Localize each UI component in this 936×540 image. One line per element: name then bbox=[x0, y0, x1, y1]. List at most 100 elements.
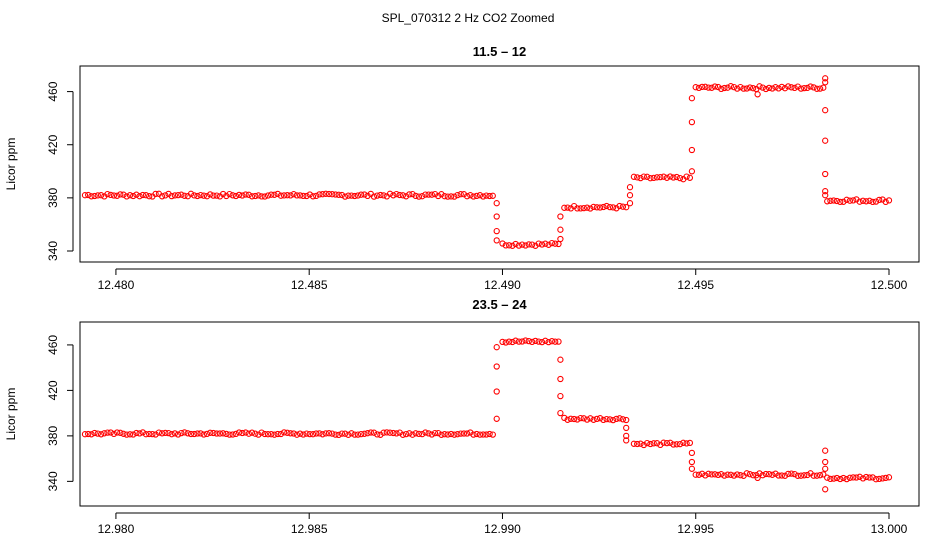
data-point bbox=[142, 192, 150, 199]
data-point bbox=[781, 85, 789, 92]
data-point bbox=[332, 191, 339, 198]
data-point bbox=[502, 339, 509, 346]
data-point bbox=[428, 431, 435, 438]
data-point bbox=[422, 429, 429, 436]
data-point bbox=[470, 431, 477, 438]
data-point bbox=[587, 205, 594, 212]
data-point bbox=[162, 192, 169, 199]
data-point bbox=[778, 472, 785, 479]
data-point bbox=[824, 474, 831, 481]
data-point bbox=[616, 202, 623, 210]
data-point bbox=[688, 168, 696, 175]
data-point bbox=[810, 472, 817, 479]
data-point bbox=[248, 193, 256, 200]
data-point bbox=[226, 190, 233, 198]
data-point bbox=[361, 430, 368, 437]
data-point bbox=[801, 472, 808, 479]
data-point bbox=[120, 191, 127, 198]
data-point bbox=[493, 227, 500, 235]
data-point bbox=[801, 84, 808, 92]
data-point bbox=[827, 197, 834, 204]
data-point bbox=[313, 192, 320, 200]
data-point bbox=[123, 431, 130, 438]
data-point bbox=[822, 486, 829, 493]
data-point bbox=[557, 226, 564, 233]
data-point bbox=[174, 431, 182, 438]
data-point bbox=[816, 85, 824, 92]
data-point bbox=[104, 429, 111, 436]
data-point bbox=[859, 197, 867, 204]
data-point bbox=[191, 192, 198, 199]
data-point bbox=[769, 471, 776, 478]
data-point bbox=[762, 470, 770, 478]
data-point bbox=[303, 192, 310, 200]
data-point bbox=[290, 191, 297, 198]
data-point bbox=[354, 192, 362, 199]
data-point bbox=[822, 137, 829, 144]
data-point bbox=[688, 458, 696, 466]
data-point bbox=[846, 474, 854, 481]
data-point bbox=[152, 431, 159, 438]
data-point bbox=[525, 337, 532, 345]
data-point bbox=[210, 192, 217, 199]
data-point bbox=[548, 239, 556, 247]
data-point bbox=[626, 200, 634, 207]
data-point bbox=[300, 431, 307, 438]
data-points bbox=[81, 75, 893, 249]
data-point bbox=[345, 431, 352, 438]
data-point bbox=[81, 192, 89, 199]
data-point bbox=[313, 430, 320, 437]
data-point bbox=[268, 191, 275, 198]
data-point bbox=[564, 416, 571, 423]
data-point bbox=[280, 429, 288, 436]
data-point bbox=[232, 192, 240, 200]
data-point bbox=[882, 198, 889, 206]
data-point bbox=[258, 429, 265, 436]
data-point bbox=[348, 430, 355, 437]
data-point bbox=[698, 470, 706, 477]
data-point bbox=[788, 84, 795, 91]
y-tick-label: 340 bbox=[46, 471, 60, 491]
data-point bbox=[473, 192, 480, 200]
data-point bbox=[357, 191, 365, 198]
y-tick-label: 420 bbox=[46, 380, 60, 400]
data-point bbox=[670, 174, 677, 181]
data-point bbox=[545, 241, 552, 248]
data-point bbox=[667, 439, 674, 446]
data-point bbox=[268, 431, 275, 438]
data-point bbox=[255, 192, 262, 199]
data-point bbox=[162, 429, 169, 437]
data-point bbox=[451, 431, 458, 438]
data-point bbox=[126, 431, 134, 438]
data-point bbox=[252, 430, 259, 437]
data-point bbox=[630, 173, 638, 180]
data-point bbox=[542, 337, 549, 344]
data-point bbox=[91, 192, 98, 200]
data-point bbox=[807, 83, 814, 90]
data-point bbox=[606, 416, 614, 423]
data-point bbox=[325, 430, 333, 437]
data-point bbox=[97, 192, 105, 199]
data-point bbox=[643, 173, 651, 180]
data-point bbox=[338, 191, 346, 199]
data-point bbox=[580, 204, 587, 212]
data-point bbox=[863, 198, 870, 205]
data-point bbox=[791, 84, 798, 92]
data-point bbox=[596, 415, 604, 422]
data-point bbox=[603, 202, 610, 210]
data-point bbox=[522, 242, 529, 249]
data-point bbox=[856, 198, 863, 205]
data-point bbox=[827, 475, 834, 483]
data-point bbox=[866, 474, 873, 481]
data-point bbox=[245, 430, 252, 437]
data-point bbox=[223, 430, 230, 438]
data-point bbox=[486, 430, 493, 438]
x-tick-label: 12.495 bbox=[677, 278, 714, 292]
data-point bbox=[587, 415, 594, 422]
y-tick-label: 460 bbox=[46, 335, 60, 355]
data-point bbox=[136, 193, 143, 200]
data-point bbox=[152, 190, 159, 198]
data-point bbox=[535, 338, 542, 345]
data-point bbox=[200, 431, 207, 438]
data-point bbox=[660, 173, 667, 180]
